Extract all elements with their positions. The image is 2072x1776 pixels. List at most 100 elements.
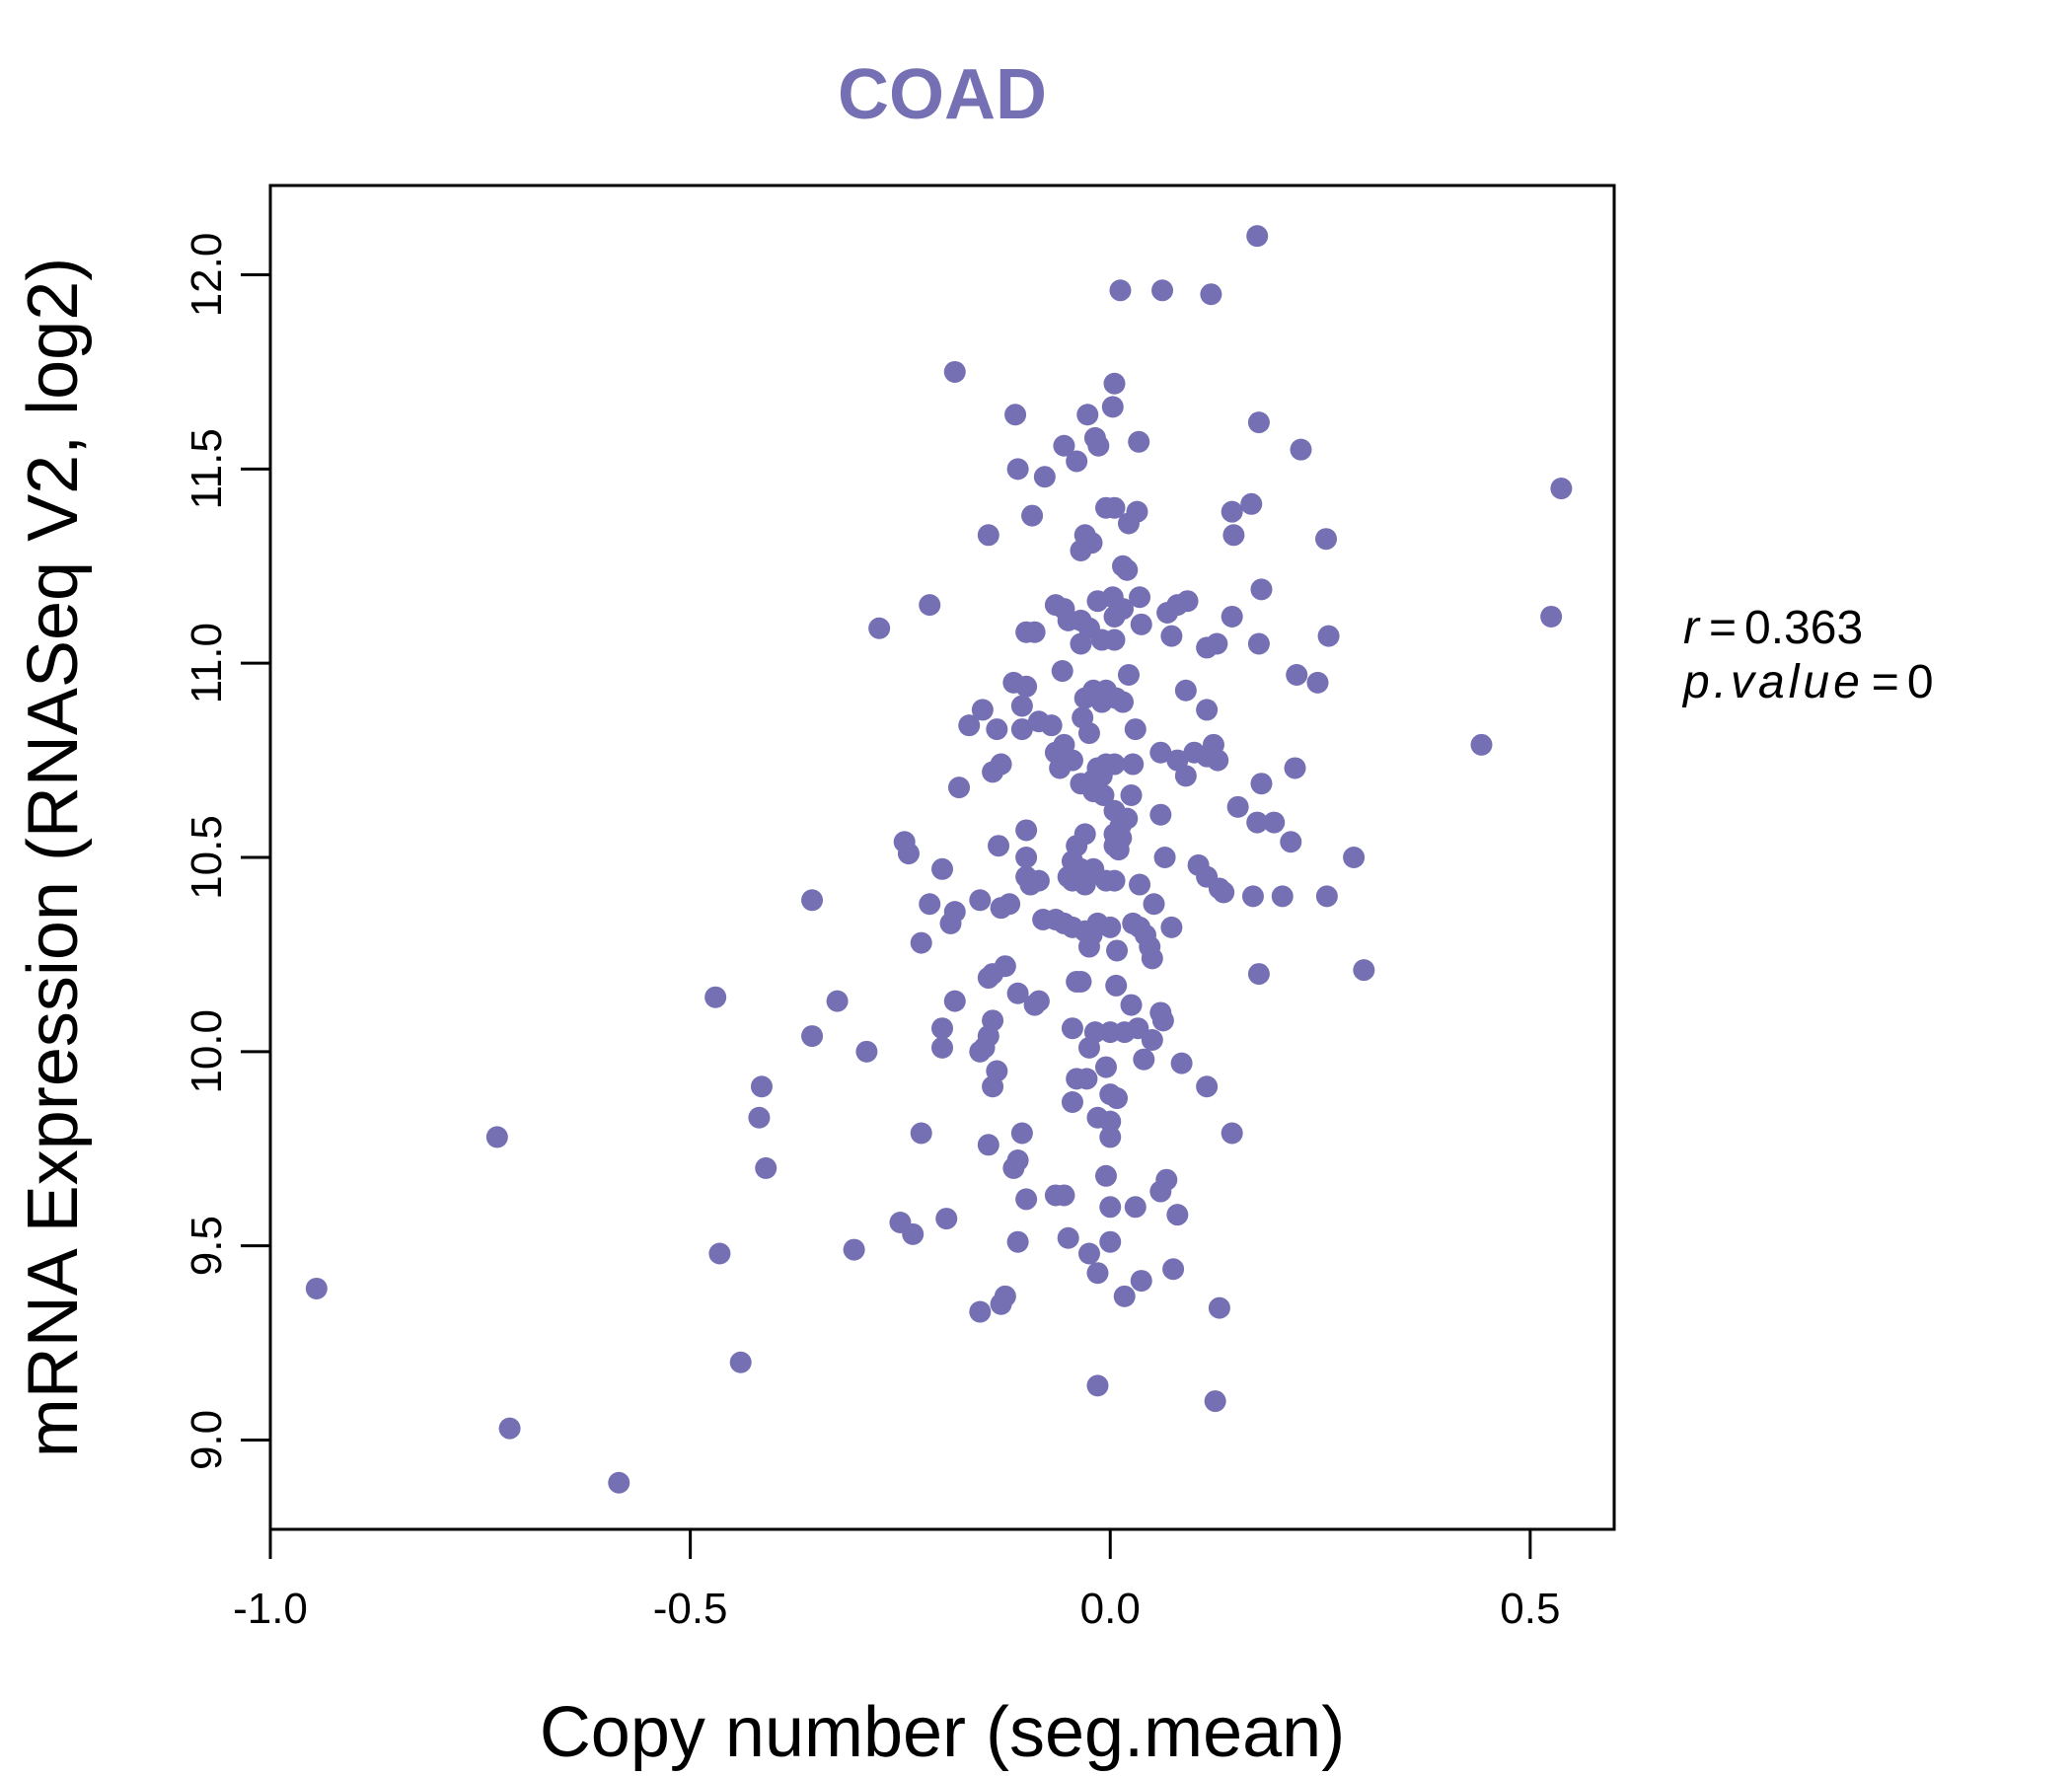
data-point (485, 1126, 508, 1148)
data-point (305, 1277, 328, 1299)
data-point (1103, 605, 1126, 628)
data-point (1213, 881, 1235, 904)
correlation-r: r = 0.363 (1683, 602, 1863, 654)
data-point (801, 1025, 824, 1048)
y-tick-label: 12.0 (183, 233, 231, 318)
data-points (305, 225, 1573, 1494)
data-point (855, 1040, 878, 1063)
data-point (1107, 839, 1130, 861)
data-point (608, 1471, 630, 1494)
data-point (1196, 699, 1219, 721)
data-point (1113, 1285, 1136, 1307)
data-point (1090, 629, 1113, 651)
data-point (1099, 1021, 1122, 1044)
data-point (1053, 434, 1075, 457)
data-point (1023, 994, 1046, 1016)
data-point (750, 1075, 773, 1098)
data-point (969, 1040, 992, 1063)
data-point (1247, 632, 1270, 655)
data-point (1040, 714, 1063, 737)
data-point (1122, 753, 1145, 776)
data-point (1051, 660, 1073, 683)
data-point (1246, 811, 1269, 834)
data-point (1149, 803, 1172, 826)
data-point (1317, 625, 1340, 647)
data-point (1247, 411, 1270, 434)
data-point (1284, 757, 1306, 779)
correlation-p-value: p.value = 0 (1681, 656, 1934, 708)
data-point (948, 777, 971, 799)
data-point (1070, 970, 1092, 993)
data-point (1280, 831, 1302, 853)
data-point (939, 912, 962, 934)
y-tick-label: 9.5 (183, 1216, 231, 1276)
data-point (1470, 733, 1493, 756)
data-point (969, 889, 992, 912)
data-point (943, 990, 966, 1012)
y-tick-label: 11.0 (183, 623, 231, 703)
data-point (1010, 1122, 1033, 1145)
data-point (1010, 695, 1033, 717)
data-point (1151, 1009, 1174, 1032)
data-point (1117, 512, 1140, 535)
data-point (1015, 1188, 1038, 1211)
data-point (1221, 1122, 1243, 1145)
r-label: r (1683, 602, 1701, 654)
data-point (990, 897, 1012, 920)
data-point (1250, 773, 1273, 795)
data-point (1196, 636, 1219, 659)
data-point (1247, 963, 1270, 986)
data-point (1015, 675, 1038, 698)
data-point (1077, 935, 1100, 958)
data-point (1109, 279, 1132, 302)
plot-frame (268, 184, 1616, 1531)
data-point (1073, 687, 1096, 709)
data-point (1128, 430, 1150, 453)
data-point (1090, 691, 1113, 713)
data-point (1160, 625, 1183, 647)
data-point (1208, 1296, 1230, 1319)
data-point (977, 1134, 999, 1156)
data-point (1200, 283, 1222, 306)
data-point (977, 524, 999, 547)
data-point (1174, 679, 1197, 702)
data-point (1106, 1087, 1129, 1110)
data-point (1061, 869, 1083, 892)
x-tick-label: 0.0 (1080, 1585, 1141, 1633)
data-point (1070, 540, 1092, 562)
data-point (1221, 605, 1243, 628)
data-point (729, 1351, 752, 1373)
data-point (1049, 757, 1072, 779)
data-point (1061, 1017, 1083, 1040)
data-point (1101, 396, 1124, 418)
data-point (1015, 847, 1038, 868)
data-point (1033, 466, 1056, 488)
data-point (1006, 458, 1029, 481)
data-point (1129, 873, 1151, 896)
data-point (1004, 404, 1027, 426)
data-point (1141, 947, 1163, 970)
data-point (1246, 225, 1269, 248)
data-point (943, 360, 966, 383)
data-point (1092, 784, 1115, 807)
data-point (1116, 558, 1139, 581)
data-point (982, 761, 1004, 783)
data-point (1099, 1196, 1122, 1219)
data-point (1094, 1056, 1117, 1078)
y-tick-label: 11.5 (183, 428, 231, 509)
data-point (931, 1017, 953, 1040)
data-point (708, 1242, 731, 1265)
data-point (1204, 1390, 1226, 1413)
data-point (843, 1238, 865, 1261)
data-point (1099, 1110, 1122, 1133)
data-point (1019, 873, 1042, 896)
data-point (986, 718, 1008, 741)
data-point (1053, 1184, 1075, 1207)
data-point (1086, 1374, 1109, 1397)
data-point (1015, 621, 1038, 643)
data-point (1124, 1196, 1147, 1219)
x-axis: -1.0 -0.5 0.0 0.5 (233, 1527, 1560, 1633)
data-point (826, 990, 849, 1012)
data-point (1032, 908, 1055, 930)
data-point (1099, 1126, 1122, 1148)
